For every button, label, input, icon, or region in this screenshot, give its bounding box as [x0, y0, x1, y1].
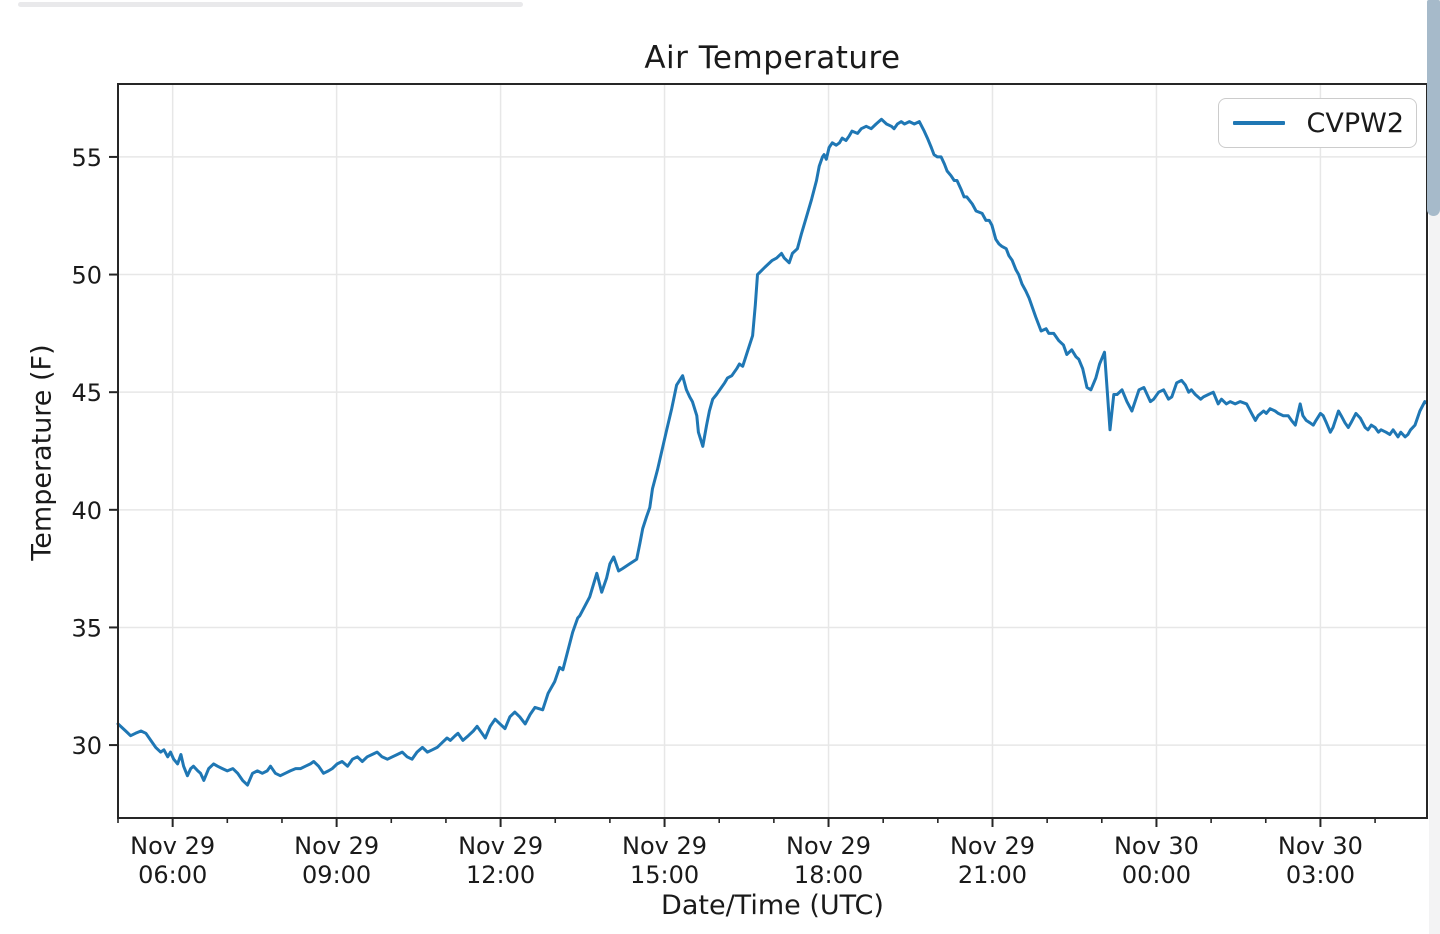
x-tick-label: Nov 29	[458, 832, 543, 860]
plot-border	[117, 83, 1428, 819]
legend-label: CVPW2	[1306, 107, 1404, 139]
x-tick-label: 06:00	[138, 861, 207, 889]
x-tick-label: 12:00	[466, 861, 535, 889]
x-tick-label: Nov 29	[294, 832, 379, 860]
x-tick-label: Nov 29	[786, 832, 871, 860]
x-tick-label: Nov 29	[130, 832, 215, 860]
x-tick-label: Nov 29	[622, 832, 707, 860]
x-axis-label: Date/Time (UTC)	[661, 890, 884, 921]
tick-marks	[109, 155, 1376, 827]
browser-chrome-strip	[18, 2, 523, 7]
y-tick-label: 45	[71, 379, 102, 407]
x-tick-label: 03:00	[1286, 861, 1355, 889]
x-tick-label: 00:00	[1122, 861, 1191, 889]
x-tick-label: 15:00	[630, 861, 699, 889]
x-tick-label: 18:00	[794, 861, 863, 889]
chart-title: Air Temperature	[644, 40, 901, 76]
y-axis-label: Temperature (F)	[26, 344, 58, 561]
legend: CVPW2	[1218, 98, 1417, 148]
x-tick-label: 21:00	[958, 861, 1027, 889]
y-tick-label: 40	[71, 497, 102, 525]
x-tick-label: Nov 30	[1278, 832, 1363, 860]
legend-line-sample	[1233, 121, 1285, 125]
x-tick-label: Nov 30	[1114, 832, 1199, 860]
y-tick-label: 30	[71, 732, 102, 760]
x-tick-label: Nov 29	[950, 832, 1035, 860]
scrollbar-thumb[interactable]	[1427, 0, 1440, 216]
series-line-CVPW2	[116, 117, 1428, 787]
scrollbar-track[interactable]	[1429, 0, 1440, 934]
y-tick-label: 55	[71, 144, 102, 172]
y-tick-label: 35	[71, 614, 102, 642]
x-tick-label: 09:00	[302, 861, 371, 889]
y-tick-label: 50	[71, 262, 102, 290]
gridlines	[118, 84, 1427, 818]
